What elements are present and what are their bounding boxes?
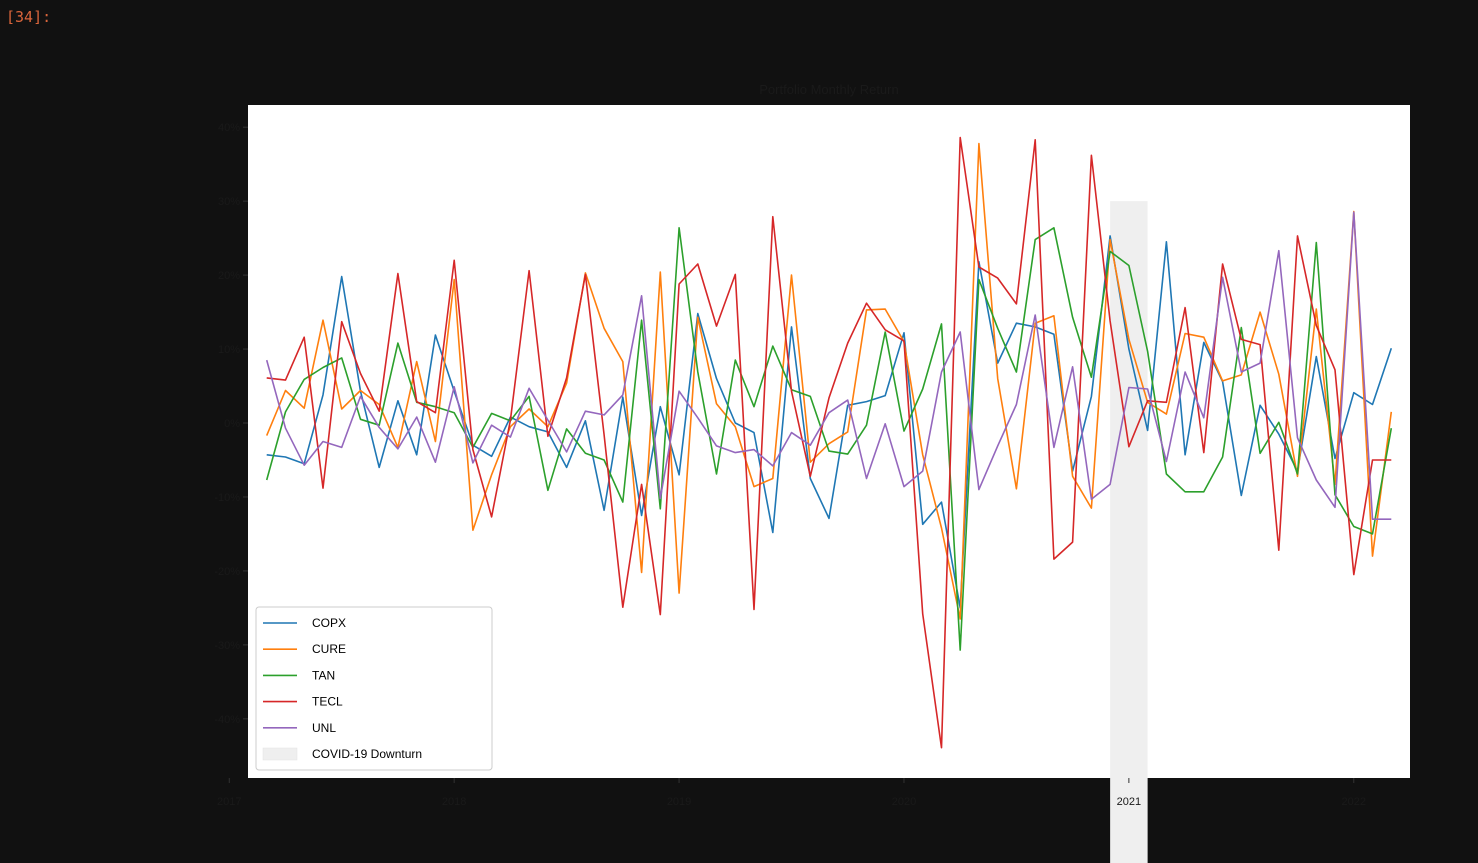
legend-swatch-covid — [262, 747, 298, 761]
y-tick-label: 30% — [218, 196, 240, 208]
y-tick-label: 0% — [224, 418, 240, 430]
series-line-tan — [265, 227, 1393, 651]
covid-downturn-band — [1110, 201, 1148, 863]
y-tick-label: -20% — [214, 566, 240, 578]
series-line-copx — [266, 235, 1393, 609]
y-tick-label: 20% — [218, 270, 240, 282]
legend-label-cure: CURE — [312, 642, 346, 656]
x-tick-label: 2017 — [217, 796, 241, 808]
x-tick-label: 2021 — [1117, 796, 1141, 808]
legend-label-covid: COVID-19 Downturn — [312, 747, 422, 761]
legend-label-copx: COPX — [312, 616, 346, 630]
legend-label-tan: TAN — [312, 668, 335, 682]
y-tick-label: 40% — [218, 122, 240, 134]
x-tick-label: 2018 — [442, 796, 466, 808]
chart-title: Portfolio Monthly Return — [759, 82, 898, 97]
x-tick-label: 2020 — [892, 796, 916, 808]
y-tick-label: -10% — [214, 492, 240, 504]
series-line-tecl — [266, 136, 1392, 749]
series-line-cure — [265, 142, 1393, 620]
legend-label-tecl: TECL — [312, 695, 343, 709]
series-line-unl — [265, 211, 1392, 521]
y-tick-label: 10% — [218, 344, 240, 356]
y-tick-label: -30% — [214, 640, 240, 652]
y-tick-label: -40% — [214, 714, 240, 726]
legend-label-unl: UNL — [312, 721, 336, 735]
legend-box — [255, 606, 493, 771]
x-tick-label: 2019 — [667, 796, 691, 808]
cell-prompt: [34]: — [6, 8, 52, 26]
x-tick-label: 2022 — [1342, 796, 1366, 808]
